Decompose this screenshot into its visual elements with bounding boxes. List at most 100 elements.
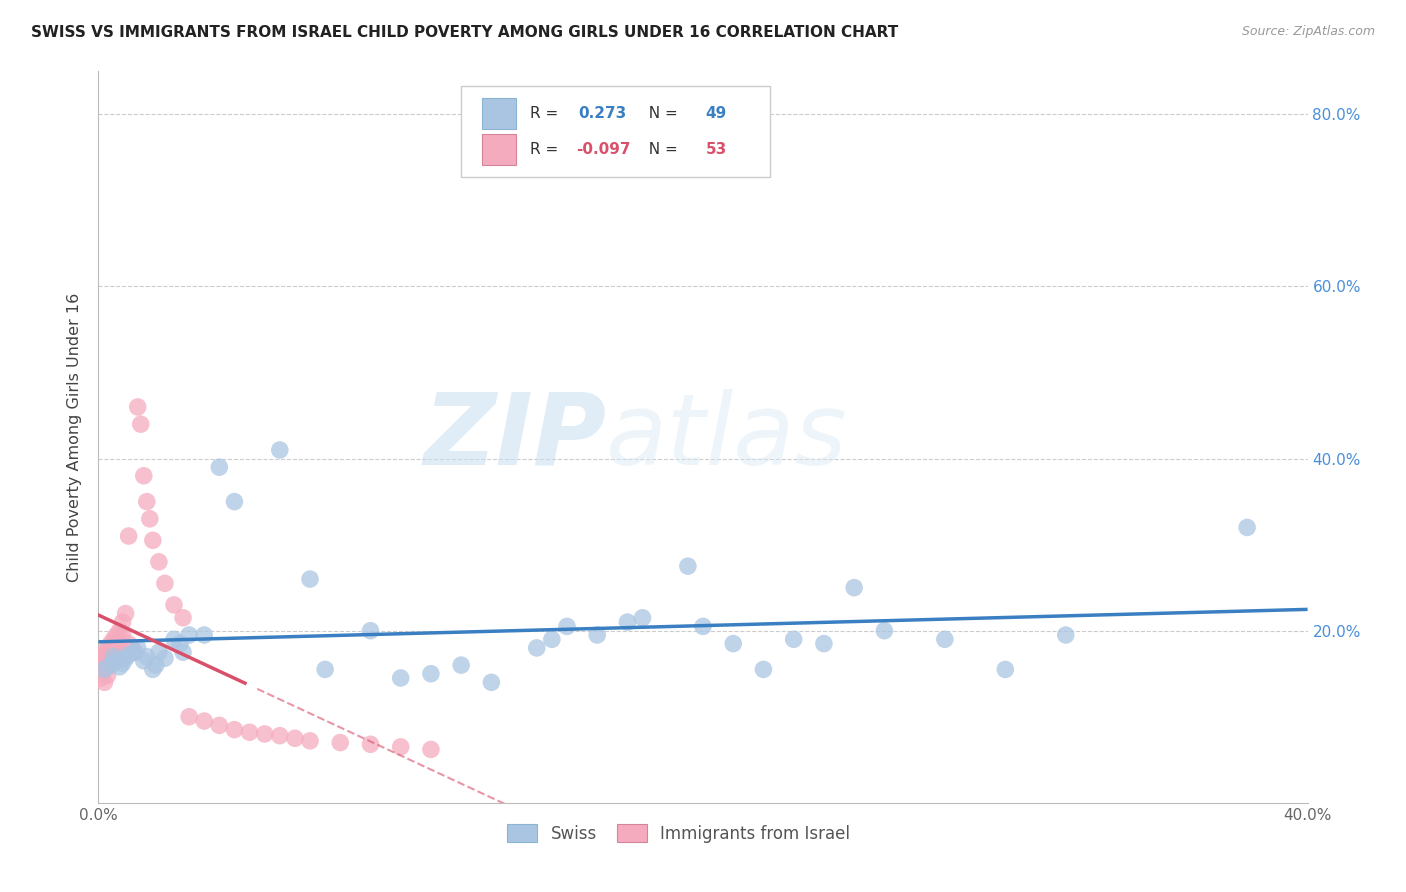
Point [105,649,128,664]
Point [169,637,191,651]
Point [224,494,246,508]
Point [631,611,654,625]
Point [153,576,176,591]
Point [93,662,115,676]
Point [1236,520,1258,534]
Point [163,598,186,612]
Point [873,624,896,638]
Point [360,737,382,751]
Point [752,662,775,676]
Point [934,632,956,647]
Text: Source: ZipAtlas.com: Source: ZipAtlas.com [1241,25,1375,38]
Point [127,640,149,655]
Point [90,649,112,664]
Point [148,645,170,659]
Point [100,637,122,651]
Point [450,658,472,673]
Point [420,742,443,756]
Point [93,662,115,676]
Point [139,512,162,526]
Point [329,735,352,749]
Text: N =: N = [638,106,682,121]
Text: 0.273: 0.273 [578,106,627,121]
Point [526,640,548,655]
Point [253,727,276,741]
Y-axis label: Child Poverty Among Girls Under 16: Child Poverty Among Girls Under 16 [67,293,83,582]
Text: N =: N = [638,142,682,157]
Point [114,651,136,665]
Point [108,660,131,674]
Point [111,657,134,671]
Point [813,637,835,651]
Point [360,624,382,638]
Point [118,648,141,662]
Point [1054,628,1077,642]
Point [616,615,638,629]
Point [100,658,122,673]
Point [239,725,262,739]
Point [389,671,412,685]
Point [540,632,562,647]
Point [111,628,134,642]
FancyBboxPatch shape [461,86,769,178]
Point [172,645,194,659]
Point [481,675,503,690]
Point [224,723,246,737]
Point [723,637,745,651]
Text: R =: R = [530,142,564,157]
Point [93,654,115,668]
Point [208,460,231,475]
Point [193,628,215,642]
Point [105,654,128,668]
Point [208,718,231,732]
Point [994,662,1017,676]
Point [105,639,128,653]
Point [100,648,122,662]
Point [93,645,115,659]
Point [163,632,186,647]
Point [96,649,118,664]
Point [118,529,141,543]
Legend: Swiss, Immigrants from Israel: Swiss, Immigrants from Israel [501,817,856,849]
Point [676,559,699,574]
Point [844,581,866,595]
Point [127,400,149,414]
Point [148,555,170,569]
Point [114,607,136,621]
Text: 53: 53 [706,142,727,157]
Point [96,640,118,655]
Point [100,657,122,671]
Point [103,649,125,664]
Point [284,731,307,746]
Point [90,671,112,685]
Point [269,442,291,457]
Point [135,649,157,664]
Point [142,533,165,548]
Text: 49: 49 [706,106,727,121]
Point [111,615,134,629]
Point [96,660,118,674]
Point [555,619,578,633]
Point [299,572,322,586]
Point [132,468,155,483]
Point [96,668,118,682]
Point [389,739,412,754]
Point [172,611,194,625]
Point [135,494,157,508]
Point [193,714,215,728]
Point [108,624,131,638]
Point [103,654,125,668]
Point [179,710,201,724]
Text: R =: R = [530,106,564,121]
Text: SWISS VS IMMIGRANTS FROM ISRAEL CHILD POVERTY AMONG GIRLS UNDER 16 CORRELATION C: SWISS VS IMMIGRANTS FROM ISRAEL CHILD PO… [31,25,898,40]
Point [153,651,176,665]
Point [129,417,152,432]
Point [783,632,806,647]
Point [586,628,609,642]
Point [132,654,155,668]
Point [145,658,167,673]
Point [105,628,128,642]
Point [269,729,291,743]
Point [124,645,146,659]
FancyBboxPatch shape [482,98,516,129]
